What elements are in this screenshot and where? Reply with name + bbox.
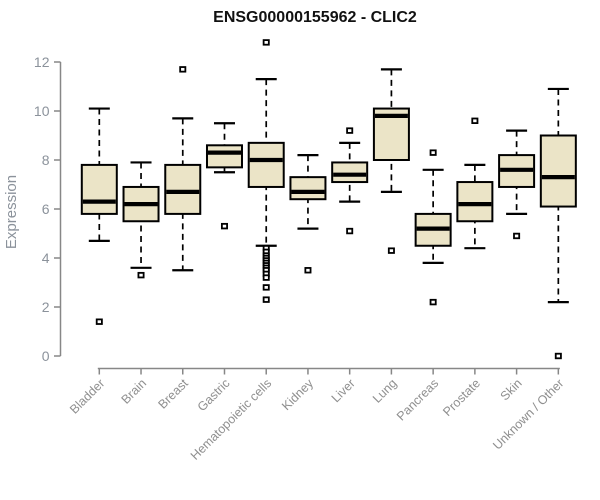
x-tick-label: Kidney	[279, 376, 316, 413]
x-tick-label: Pancreas	[394, 376, 441, 423]
box-kidney	[289, 176, 327, 201]
x-tick-label: Hematopoietic cells	[188, 376, 275, 463]
y-tick-label: 8	[42, 152, 50, 168]
outlier-point	[346, 127, 354, 134]
y-tick-label: 10	[34, 103, 50, 119]
outlier-point	[387, 247, 395, 254]
y-tick-label: 2	[42, 299, 50, 315]
outlier-point	[429, 298, 437, 306]
box-prostate	[456, 181, 494, 223]
outlier-point	[262, 274, 270, 281]
x-tick-label: Liver	[329, 376, 358, 405]
x-tick-label: Gastric	[195, 376, 233, 414]
outlier-point	[179, 66, 187, 73]
outlier-point	[262, 296, 270, 303]
y-tick-label: 12	[34, 54, 50, 70]
x-tick-label: Brain	[119, 376, 150, 407]
x-tick-label: Unknown / Other	[490, 376, 566, 452]
box-gastric	[205, 144, 243, 169]
outlier-point	[471, 117, 479, 124]
box-liver	[331, 161, 369, 184]
box-breast	[164, 163, 202, 215]
outlier-point	[262, 284, 270, 291]
chart-title: ENSG00000155962 - CLIC2	[213, 9, 417, 26]
outlier-point	[262, 39, 270, 46]
y-tick-label: 0	[42, 348, 50, 364]
y-tick-label: 6	[42, 201, 50, 217]
outlier-point	[95, 318, 103, 325]
outlier-point	[137, 271, 145, 279]
outlier-point	[220, 222, 228, 230]
box-bladder	[80, 163, 118, 215]
outlier-point	[554, 352, 562, 360]
outlier-point	[513, 232, 521, 240]
outlier-point	[304, 267, 312, 274]
y-axis-title: Expression	[3, 175, 20, 249]
box-unknown-other	[539, 134, 577, 208]
box-hematopoietic-cells	[247, 141, 285, 188]
y-tick-label: 4	[42, 250, 50, 266]
x-tick-label: Skin	[498, 376, 525, 403]
outlier-point	[429, 149, 437, 156]
x-tick-label: Bladder	[67, 376, 107, 416]
plot-area: 0 2 4 6 8 10 12 Bladder Brain Breast GastricHemato…	[34, 39, 577, 463]
x-tick-label: Lung	[370, 376, 400, 406]
x-tick-label: Breast	[155, 376, 191, 412]
x-tick-label: Prostate	[440, 376, 483, 419]
outlier-point	[346, 227, 354, 235]
